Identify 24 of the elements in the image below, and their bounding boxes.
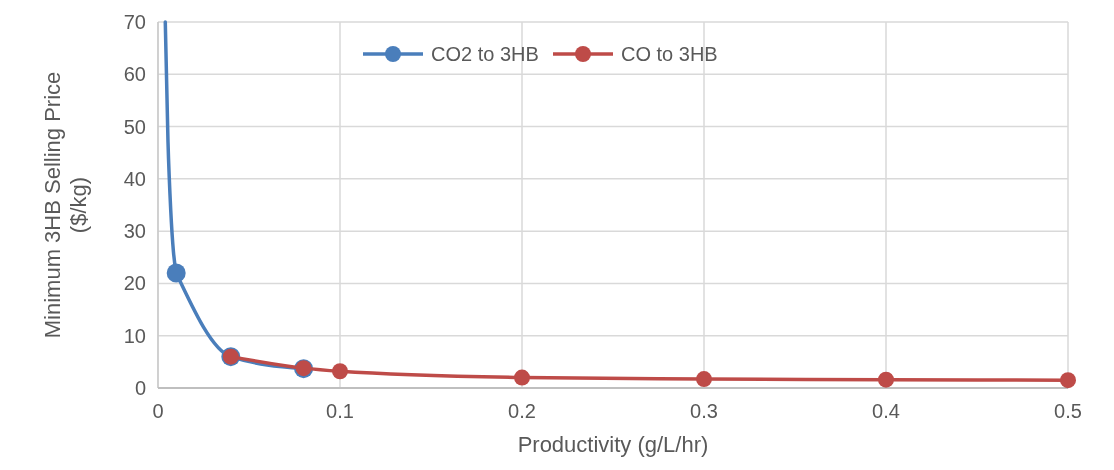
x-tick-label: 0.5	[1054, 400, 1082, 422]
point	[166, 263, 186, 283]
y-tick-label: 30	[123, 220, 146, 243]
x-tick-label: 0.3	[690, 400, 718, 422]
x-tick-label: 0	[152, 400, 164, 422]
point	[696, 371, 712, 388]
y-tick-label: 40	[123, 167, 146, 190]
y-tick-label: 50	[123, 115, 146, 138]
x-tick-label: 0.1	[326, 400, 354, 422]
point	[878, 371, 894, 388]
legend-label: CO to 3HB	[621, 43, 718, 65]
y-tick-label: 60	[123, 63, 146, 86]
y-tick-label: 70	[123, 11, 146, 33]
point	[332, 363, 348, 380]
point	[514, 369, 530, 386]
x-tick-label: 0.2	[508, 400, 536, 422]
x-axis-title: Productivity (g/L/hr)	[517, 432, 709, 457]
y-tick-label: 20	[123, 272, 146, 295]
legend-label: CO2 to 3HB	[431, 43, 539, 65]
y-tick-label: 0	[134, 377, 146, 399]
y-axis-title: Minimum 3HB Selling Price ($/kg)	[39, 71, 92, 339]
point	[1060, 372, 1076, 389]
x-tick-label: 0.4	[872, 400, 900, 422]
y-tick-label: 10	[123, 324, 146, 347]
